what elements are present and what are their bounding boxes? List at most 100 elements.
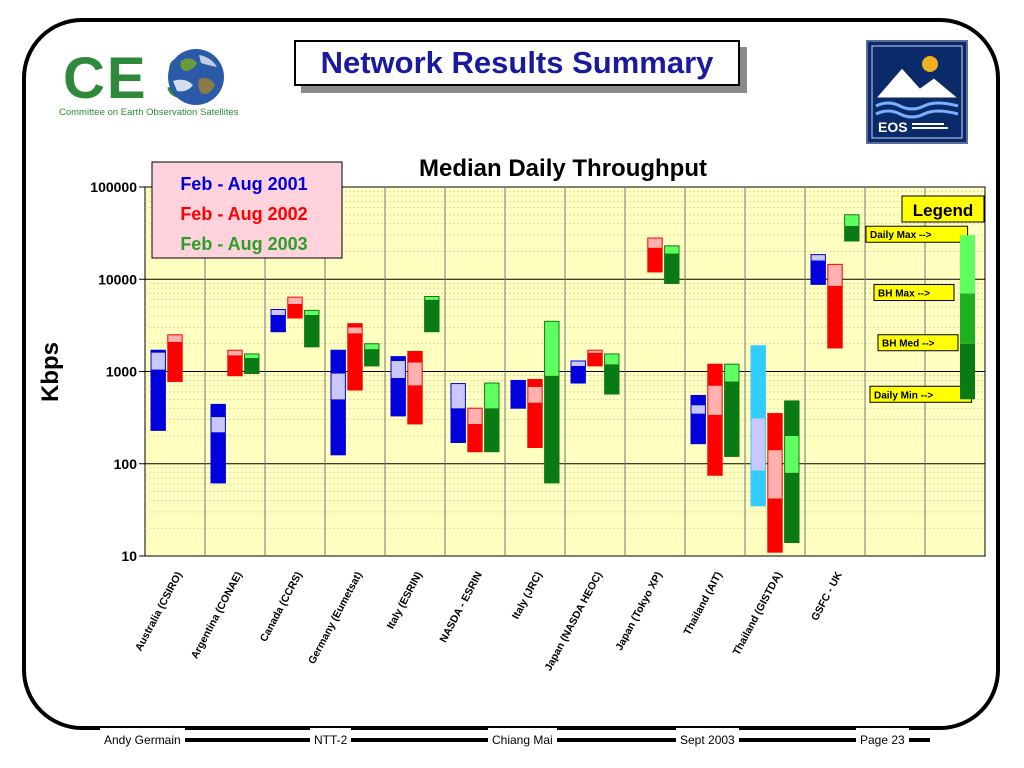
series-key-label: Feb - Aug 2001 bbox=[180, 174, 307, 194]
bar-2001-bh-med-segment bbox=[691, 405, 706, 414]
bar-2002-outline bbox=[407, 350, 423, 425]
bar-2003-daily-min-segment bbox=[784, 472, 799, 543]
bar-2001-outline bbox=[330, 349, 346, 456]
bar-2002-bh-max-segment bbox=[527, 379, 543, 387]
legend-label-box bbox=[873, 284, 955, 302]
bar-2002-bh-med-segment bbox=[467, 408, 483, 424]
legend-example-med-segment bbox=[960, 293, 975, 344]
ceos-logo: CE S Committee on Earth Observation Sate… bbox=[55, 45, 285, 125]
bar-2003-daily-min-segment bbox=[484, 408, 499, 452]
bar-2002-bh-med-segment bbox=[227, 350, 243, 356]
legend-label-box bbox=[877, 334, 959, 352]
series-key-label: Feb - Aug 2003 bbox=[180, 234, 307, 254]
legend-label: Daily Min --> bbox=[874, 390, 933, 401]
y-tick-label: 10 bbox=[121, 548, 137, 564]
bar-2003-daily-min-segment bbox=[544, 375, 559, 483]
bar-2001-daily-min-segment bbox=[691, 413, 706, 444]
slide-title: Network Results Summary bbox=[294, 40, 740, 86]
bar-2001-daily-min-segment bbox=[571, 365, 586, 384]
bar-2002-bh-med-segment bbox=[287, 297, 303, 304]
bar-2003-outline bbox=[664, 245, 680, 284]
bar-2001-outline bbox=[690, 394, 706, 445]
bar-2001-daily-min-segment bbox=[211, 432, 226, 483]
bar-2001-outline bbox=[510, 379, 526, 409]
bar-2002-daily-min-segment bbox=[347, 333, 363, 391]
bar-2003-daily-min-segment bbox=[664, 253, 679, 284]
bar-2001-daily-min-segment bbox=[451, 408, 466, 443]
bar-2002-outline bbox=[467, 407, 483, 453]
earth-globe-icon bbox=[168, 49, 224, 105]
bar-2003-outline bbox=[364, 343, 380, 367]
bar-2001-bh-med-segment bbox=[811, 254, 826, 261]
bar-2001-daily-min-segment bbox=[751, 470, 766, 506]
legend-example-max-segment bbox=[960, 235, 975, 294]
bar-2002-outline bbox=[527, 378, 543, 449]
x-category-label: NASDA - ESRIN bbox=[437, 570, 484, 645]
bar-2001-bh-med-segment bbox=[151, 352, 166, 370]
bar-2002-outline bbox=[227, 349, 243, 377]
x-category-label: GSFC - UK bbox=[809, 569, 845, 622]
bar-2002-bh-max-segment bbox=[767, 413, 783, 451]
bar-2001-daily-min-segment bbox=[271, 314, 286, 332]
footer: Andy Germain NTT-2 Chiang Mai Sept 2003 … bbox=[100, 728, 930, 752]
eos-logo-text: EOS bbox=[878, 119, 908, 135]
x-category-label: Japan (NASDA HEOC) bbox=[542, 570, 604, 673]
bar-2002-bh-med-segment bbox=[647, 237, 663, 248]
bar-2002-daily-min-segment bbox=[407, 385, 423, 424]
bar-2002-outline bbox=[647, 237, 663, 273]
bar-2003-daily-min-segment bbox=[364, 349, 379, 366]
bar-2001-outline bbox=[750, 345, 766, 507]
bar-2001-daily-min-segment bbox=[811, 260, 826, 285]
bar-2002-daily-min-segment bbox=[167, 341, 183, 382]
bar-2003-daily-min-segment bbox=[244, 358, 259, 374]
y-tick-label: 100 bbox=[114, 456, 138, 472]
bar-2003-daily-min-segment bbox=[304, 314, 319, 347]
footer-location: Chiang Mai bbox=[488, 728, 557, 752]
legend-label: BH Med --> bbox=[882, 339, 935, 350]
bar-2002-daily-min-segment bbox=[827, 285, 843, 348]
bar-2001-outline bbox=[810, 254, 826, 285]
bar-2003-bh-med-segment bbox=[664, 245, 679, 254]
bar-2003-outline bbox=[544, 320, 560, 484]
bar-2003-bh-med-segment bbox=[544, 321, 559, 376]
bar-2002-daily-min-segment bbox=[767, 498, 783, 553]
bar-2002-bh-med-segment bbox=[407, 362, 423, 386]
y-tick-label: 100000 bbox=[90, 179, 137, 195]
bar-2002-daily-min-segment bbox=[227, 355, 243, 376]
bar-2001-bh-med-segment bbox=[331, 373, 346, 400]
bar-2002-bh-med-segment bbox=[587, 350, 603, 353]
bar-2001-daily-min-segment bbox=[391, 378, 406, 416]
bar-2003-bh-med-segment bbox=[244, 353, 259, 359]
bar-2003-bh-med-segment bbox=[784, 435, 799, 473]
footer-project: NTT-2 bbox=[310, 728, 352, 752]
bar-2001-outline bbox=[570, 360, 586, 384]
bar-2001-bh-max-segment bbox=[391, 356, 406, 361]
bar-2002-outline bbox=[347, 323, 363, 391]
x-category-label: Germany (Eumetsat) bbox=[306, 570, 365, 666]
footer-date: Sept 2003 bbox=[676, 728, 739, 752]
bar-2003-outline bbox=[724, 363, 740, 457]
bar-2003-daily-min-segment bbox=[724, 381, 739, 457]
x-category-label: Argentina (CONAE) bbox=[189, 570, 245, 661]
x-category-label: Thailand (GISTDA) bbox=[731, 570, 785, 658]
bar-2002-daily-min-segment bbox=[647, 247, 663, 272]
bar-2002-bh-med-segment bbox=[827, 264, 843, 286]
bar-2002-outline bbox=[287, 296, 303, 319]
legend-label-box bbox=[865, 225, 969, 243]
bar-2002-daily-min-segment bbox=[467, 423, 483, 452]
bar-2001-bh-med-segment bbox=[271, 309, 286, 315]
bar-2002-bh-med-segment bbox=[167, 334, 183, 342]
bar-2001-bh-med-segment bbox=[451, 383, 466, 409]
bar-2002-daily-min-segment bbox=[587, 352, 603, 366]
bar-2001-bh-med-segment bbox=[211, 417, 226, 433]
bar-2001-outline bbox=[150, 349, 166, 431]
x-category-label: Thailand (AIT) bbox=[681, 570, 724, 637]
bar-2002-bh-med-segment bbox=[707, 385, 723, 415]
bar-2002-daily-min-segment bbox=[707, 414, 723, 476]
x-category-label: Japan (Tokyo XP) bbox=[613, 570, 665, 653]
bar-2002-outline bbox=[767, 413, 783, 553]
bar-2001-daily-min-segment bbox=[511, 380, 526, 409]
bar-2002-bh-med-segment bbox=[527, 386, 543, 403]
x-category-label: Australia (CSIRO) bbox=[133, 570, 185, 653]
